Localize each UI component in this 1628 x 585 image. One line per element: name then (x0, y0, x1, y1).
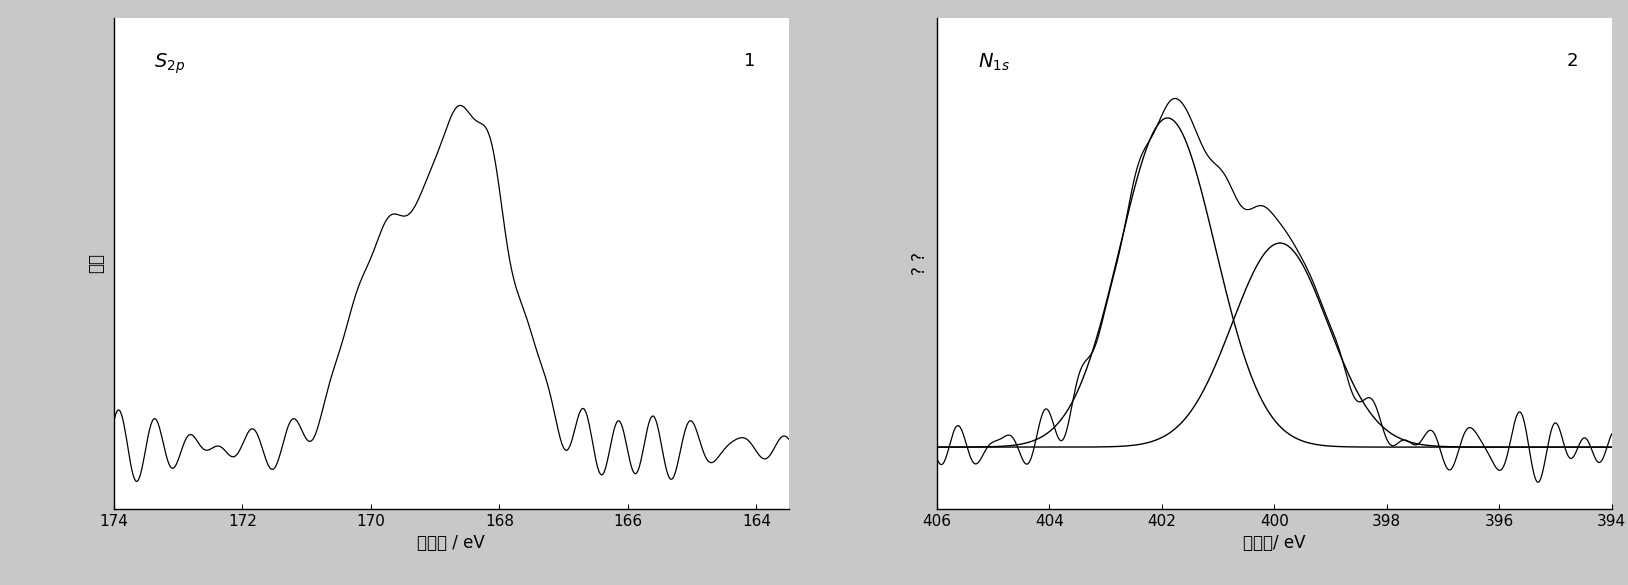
Y-axis label: ? ?: ? ? (910, 252, 928, 275)
Text: $N_{1s}$: $N_{1s}$ (977, 52, 1009, 73)
Y-axis label: 强度: 强度 (88, 253, 106, 273)
X-axis label: 结合能/ eV: 结合能/ eV (1244, 534, 1306, 552)
Text: 2: 2 (1566, 52, 1578, 70)
X-axis label: 结合能 / eV: 结合能 / eV (417, 534, 485, 552)
Text: $S_{2p}$: $S_{2p}$ (155, 52, 186, 77)
Text: 1: 1 (744, 52, 755, 70)
